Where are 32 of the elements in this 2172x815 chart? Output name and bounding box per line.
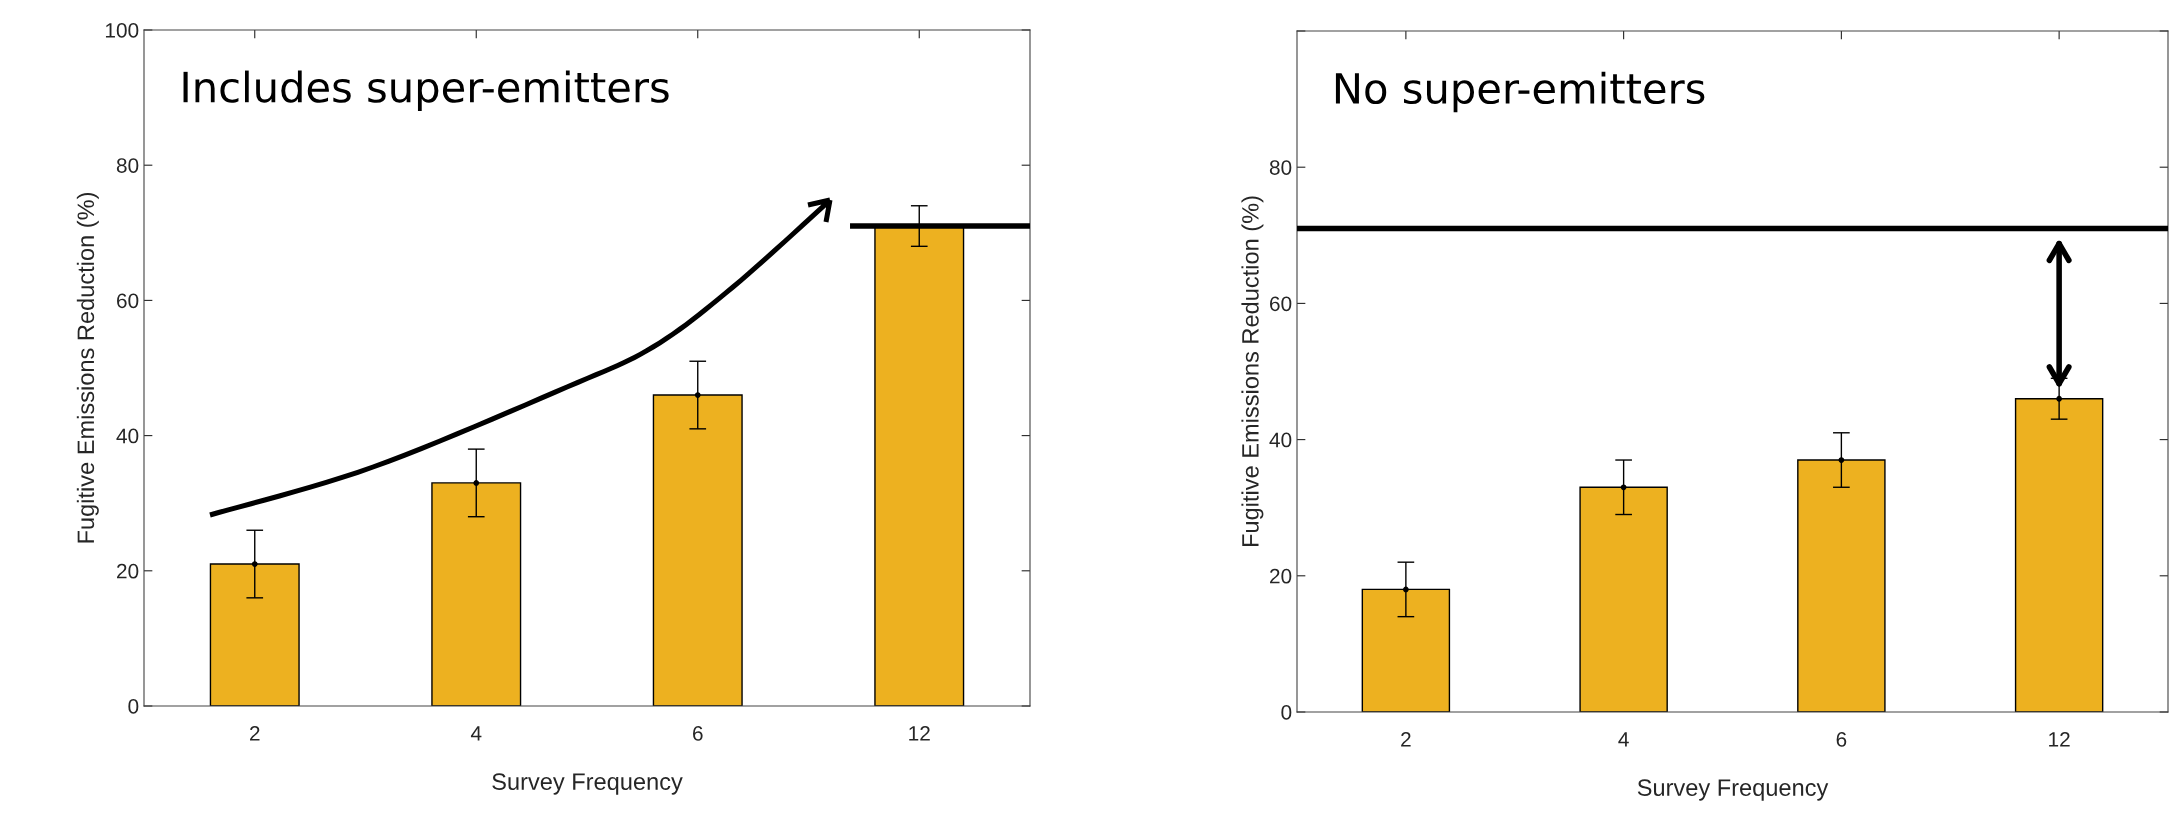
x-tick-label: 2	[250, 725, 260, 741]
y-axis-title: Fugitive Emissions Reduction (%)	[76, 192, 99, 543]
x-tick-label: 4	[1618, 732, 1629, 747]
x-tick-label: 6	[1836, 731, 1847, 747]
x-axis-title: Survey Frequency	[1637, 779, 1829, 801]
point	[1402, 586, 1409, 593]
annotation: No super-emitters	[1335, 71, 1705, 113]
y-tick-label: 20	[117, 563, 139, 579]
y-axis-title: Fugitive Emissions Reduction (%)	[1241, 196, 1264, 547]
y-tick-label: 60	[1270, 296, 1292, 312]
point	[1838, 457, 1845, 463]
y-tick-label: 100	[105, 23, 139, 38]
point	[2056, 395, 2063, 402]
y-tick-label: 0	[128, 699, 139, 714]
annotation: Includes super-emitters	[183, 70, 669, 111]
x-tick-label: 4	[470, 726, 482, 741]
point	[1620, 484, 1627, 491]
y-tick-label: 40	[1269, 432, 1292, 448]
x-axis-title: Survey Frequency	[492, 773, 683, 795]
point	[694, 392, 701, 398]
point	[251, 561, 258, 567]
point	[473, 480, 480, 486]
x-tick-label: 12	[909, 725, 930, 741]
y-tick-label: 20	[1270, 568, 1292, 584]
y-tick-label: 60	[117, 293, 139, 309]
x-tick-label: 6	[693, 725, 703, 741]
y-tick-label: 80	[116, 158, 139, 173]
x-tick-label: 2	[1401, 731, 1411, 747]
x-tick-label: 12	[2049, 731, 2070, 747]
y-tick-label: 0	[1281, 705, 1292, 720]
y-tick-label: 80	[1269, 160, 1292, 175]
y-tick-label: 40	[116, 428, 139, 444]
